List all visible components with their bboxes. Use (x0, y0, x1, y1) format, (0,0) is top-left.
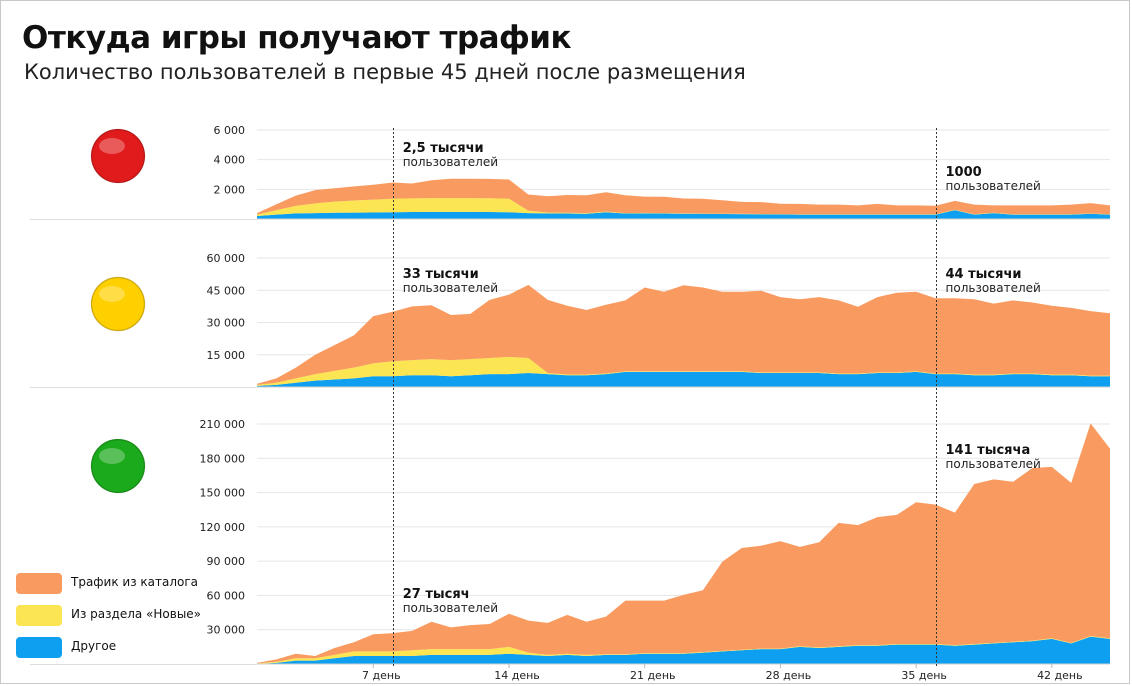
area-series-other (257, 371, 1110, 387)
y-tick-label: 60 000 (207, 252, 246, 265)
y-tick-label: 60 000 (207, 589, 246, 602)
annotation-label: пользователей (403, 281, 498, 295)
y-tick-label: 6 000 (214, 124, 246, 137)
legend-swatch-other (16, 637, 62, 658)
legend-swatch-new (16, 605, 62, 626)
y-tick-label: 2 000 (214, 183, 246, 196)
x-tick-label: 35 день (901, 669, 947, 682)
x-tick-label: 42 день (1037, 669, 1083, 682)
y-tick-label: 45 000 (207, 284, 246, 297)
annotation-value: 27 тысяч (403, 587, 470, 602)
traffic-light-highlight (99, 448, 125, 464)
area-series-catalog (257, 423, 1110, 664)
annotation-label: пользователей (946, 281, 1041, 295)
legend-swatch-catalog (16, 573, 62, 594)
y-tick-label: 90 000 (207, 555, 246, 568)
annotation-label: пользователей (403, 601, 498, 615)
area-series-catalog (257, 178, 1110, 215)
traffic-light-highlight (99, 286, 125, 302)
traffic-light-rim (90, 128, 146, 184)
area-series-new (257, 198, 1110, 216)
area-series-new (257, 636, 1110, 664)
legend-item-other: Другое (16, 637, 216, 669)
y-tick-label: 150 000 (200, 487, 246, 500)
annotation-label: пользователей (946, 179, 1041, 193)
annotation-value: 141 тысяча (946, 443, 1031, 458)
traffic-light-yellow-icon (91, 277, 145, 331)
chart-subtitle: Количество пользователей в первые 45 дне… (24, 60, 746, 84)
traffic-light-rim (90, 276, 146, 332)
chart-title: Откуда игры получают трафик (22, 20, 572, 56)
y-tick-label: 30 000 (207, 317, 246, 330)
traffic-light-rim (90, 438, 146, 494)
y-tick-label: 15 000 (207, 349, 246, 362)
legend: Трафик из каталога Из раздела «Новые» Др… (16, 573, 216, 669)
y-tick-label: 210 000 (200, 418, 246, 431)
area-series-catalog (257, 284, 1110, 385)
traffic-light-red-icon (91, 129, 145, 183)
area-series-new (257, 356, 1110, 386)
area-series-other (257, 636, 1110, 664)
traffic-light-green-icon (91, 439, 145, 493)
area-series-other (257, 210, 1110, 219)
annotation-value: 44 тысячи (946, 267, 1022, 282)
traffic-light-highlight (99, 138, 125, 154)
x-tick-label: 21 день (630, 669, 676, 682)
legend-item-catalog: Трафик из каталога (16, 573, 216, 605)
y-tick-label: 120 000 (200, 521, 246, 534)
annotation-value: 1000 (946, 165, 982, 180)
annotation-label: пользователей (403, 155, 498, 169)
annotation-value: 33 тысячи (403, 267, 479, 282)
y-tick-label: 180 000 (200, 452, 246, 465)
legend-label-catalog: Трафик из каталога (71, 575, 199, 589)
chart-panel-3: 210 000 180 000 150 000 120 000 90 000 60 000… (30, 418, 1110, 665)
annotation-label: пользователей (946, 457, 1041, 471)
x-tick-label: 7 день (362, 669, 401, 682)
x-tick-label: 28 день (766, 669, 812, 682)
legend-label-new: Из раздела «Новые» (71, 607, 202, 621)
y-tick-label: 30 000 (207, 624, 246, 637)
x-tick-label: 14 день (494, 669, 540, 682)
legend-label-other: Другое (71, 639, 117, 653)
y-tick-label: 4 000 (214, 154, 246, 167)
annotation-value: 2,5 тысячи (403, 141, 484, 156)
legend-item-new: Из раздела «Новые» (16, 605, 216, 637)
